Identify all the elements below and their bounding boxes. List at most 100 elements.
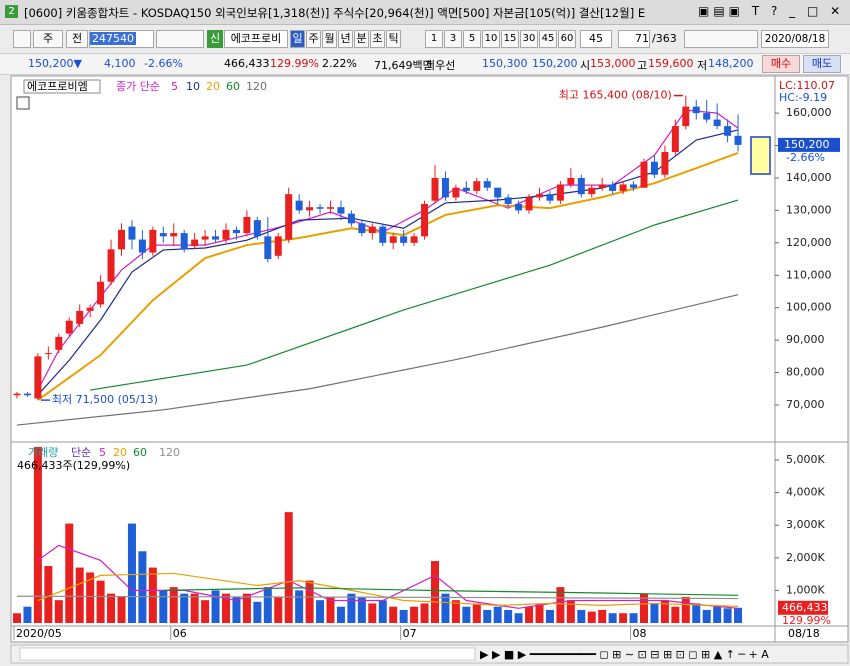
volume-bar (681, 596, 690, 623)
interval-button[interactable]: 15 (501, 30, 519, 48)
ma-legend: 120 (246, 80, 267, 93)
quote-item: 4,100 (104, 57, 136, 70)
high-note: 최고 165,400 (08/10) (559, 89, 672, 102)
candle-body (201, 236, 209, 240)
candle-body (389, 236, 397, 243)
interval-button[interactable]: 5 (463, 30, 481, 48)
ma-legend: 60 (133, 446, 147, 459)
y-tick-label: 120,000 (786, 236, 832, 249)
grid-icon[interactable] (16, 96, 30, 110)
candle-body (703, 113, 711, 120)
legend-box (23, 79, 101, 94)
ma-legend-label: 단순 (71, 446, 91, 459)
interval-button[interactable]: 45 (539, 30, 557, 48)
volume-bar (347, 593, 356, 623)
volume-bar (399, 609, 408, 623)
icon-button[interactable] (13, 30, 31, 48)
volume-bar (556, 587, 565, 623)
chart-frame (10, 75, 849, 643)
unit-button[interactable]: 년 (338, 30, 353, 48)
code-input[interactable]: 247540 (89, 30, 154, 48)
order-box (750, 136, 771, 175)
hc-label: HC:-9.19 (779, 91, 827, 104)
y-tick-label: 90,000 (786, 333, 825, 346)
candle-body (650, 161, 658, 175)
volume-bar (23, 606, 32, 623)
volume-bar (159, 590, 168, 623)
last-volume-box (778, 600, 828, 615)
candle-body (671, 126, 679, 153)
volume-bar (127, 523, 136, 623)
ma-legend: 120 (159, 446, 180, 459)
candle-body (483, 181, 491, 188)
search-button[interactable] (156, 30, 204, 48)
volume-bar (96, 580, 105, 623)
volume-bar (734, 607, 743, 623)
volume-bar (107, 593, 116, 623)
volume-bar (169, 587, 178, 623)
sell-button[interactable]: 매도 (803, 55, 841, 73)
ma-line (90, 199, 739, 391)
y-tick-label: 160,000 (786, 106, 832, 119)
volume-bar (211, 590, 220, 623)
candle-body (494, 187, 502, 198)
interval-button[interactable]: 30 (520, 30, 538, 48)
volume-bar (148, 567, 157, 623)
quote-item: -2.66% (144, 57, 183, 70)
candle-body (316, 207, 324, 209)
date-input[interactable]: 2020/08/18 (761, 30, 829, 48)
ma-legend: 5 (99, 446, 106, 459)
y-tick-label: 80,000 (786, 366, 825, 379)
candle-body (13, 393, 21, 396)
ma-line (37, 572, 739, 607)
y-tick-label: 3,000K (786, 518, 825, 531)
quote-item: 150,300 (482, 57, 528, 70)
volume-bar (201, 600, 210, 623)
scroll-controls[interactable]: ▶ ▶ ■ ▶ ━━━━━━━━━━ ◻ ⊞ ∼ ⊡ ⊟ ⊞ ⊡ ◻ ⊞ ▲ ↑… (480, 648, 769, 661)
last-volume-pct: 129.99% (782, 614, 831, 627)
unit-button[interactable]: 분 (354, 30, 369, 48)
candle-body (619, 184, 627, 191)
candle-body (274, 236, 282, 256)
interval-button[interactable]: 1 (425, 30, 443, 48)
unit-button[interactable]: 주 (306, 30, 321, 48)
stock-name: 에코프로비 (224, 30, 288, 48)
count-select[interactable]: 45 (580, 30, 612, 48)
volume-bar (702, 609, 711, 623)
candle-body (285, 194, 293, 240)
unit-button[interactable]: 틱 (386, 30, 401, 48)
volume-bar (629, 613, 638, 623)
last-price-box (778, 137, 840, 152)
candle-body (44, 353, 52, 355)
scroll-track[interactable] (19, 647, 476, 661)
y-tick-label: 110,000 (786, 268, 832, 281)
volume-bar (431, 561, 439, 623)
unit-button[interactable]: 초 (370, 30, 385, 48)
candle-body (441, 177, 449, 198)
candle-body (682, 106, 690, 127)
period-select[interactable]: 주 (33, 30, 63, 48)
window-controls[interactable]: ▣▤▣ T ? _ □ ✕ (698, 4, 845, 18)
volume-bar (619, 613, 628, 623)
ma-line (16, 294, 739, 426)
candle-body (243, 216, 251, 234)
candle-body (421, 203, 429, 237)
tool-buttons[interactable] (684, 30, 758, 48)
mode-select[interactable]: 전 (66, 30, 88, 48)
candle-body (358, 223, 366, 234)
interval-button[interactable]: 3 (444, 30, 462, 48)
buy-button[interactable]: 매수 (762, 55, 800, 73)
unit-button[interactable]: 일 (290, 30, 305, 48)
candle-body (65, 320, 73, 334)
page-input[interactable]: 71 (618, 30, 650, 48)
interval-button[interactable]: 60 (558, 30, 576, 48)
interval-button[interactable]: 10 (482, 30, 500, 48)
new-badge[interactable]: 신 (207, 30, 223, 48)
volume-bar (242, 593, 251, 623)
unit-button[interactable]: 월 (322, 30, 337, 48)
volume-bar (253, 601, 262, 623)
candle-body (327, 207, 334, 209)
volume-bar (180, 593, 189, 623)
candle-body (400, 236, 408, 243)
volume-bar (305, 580, 314, 623)
